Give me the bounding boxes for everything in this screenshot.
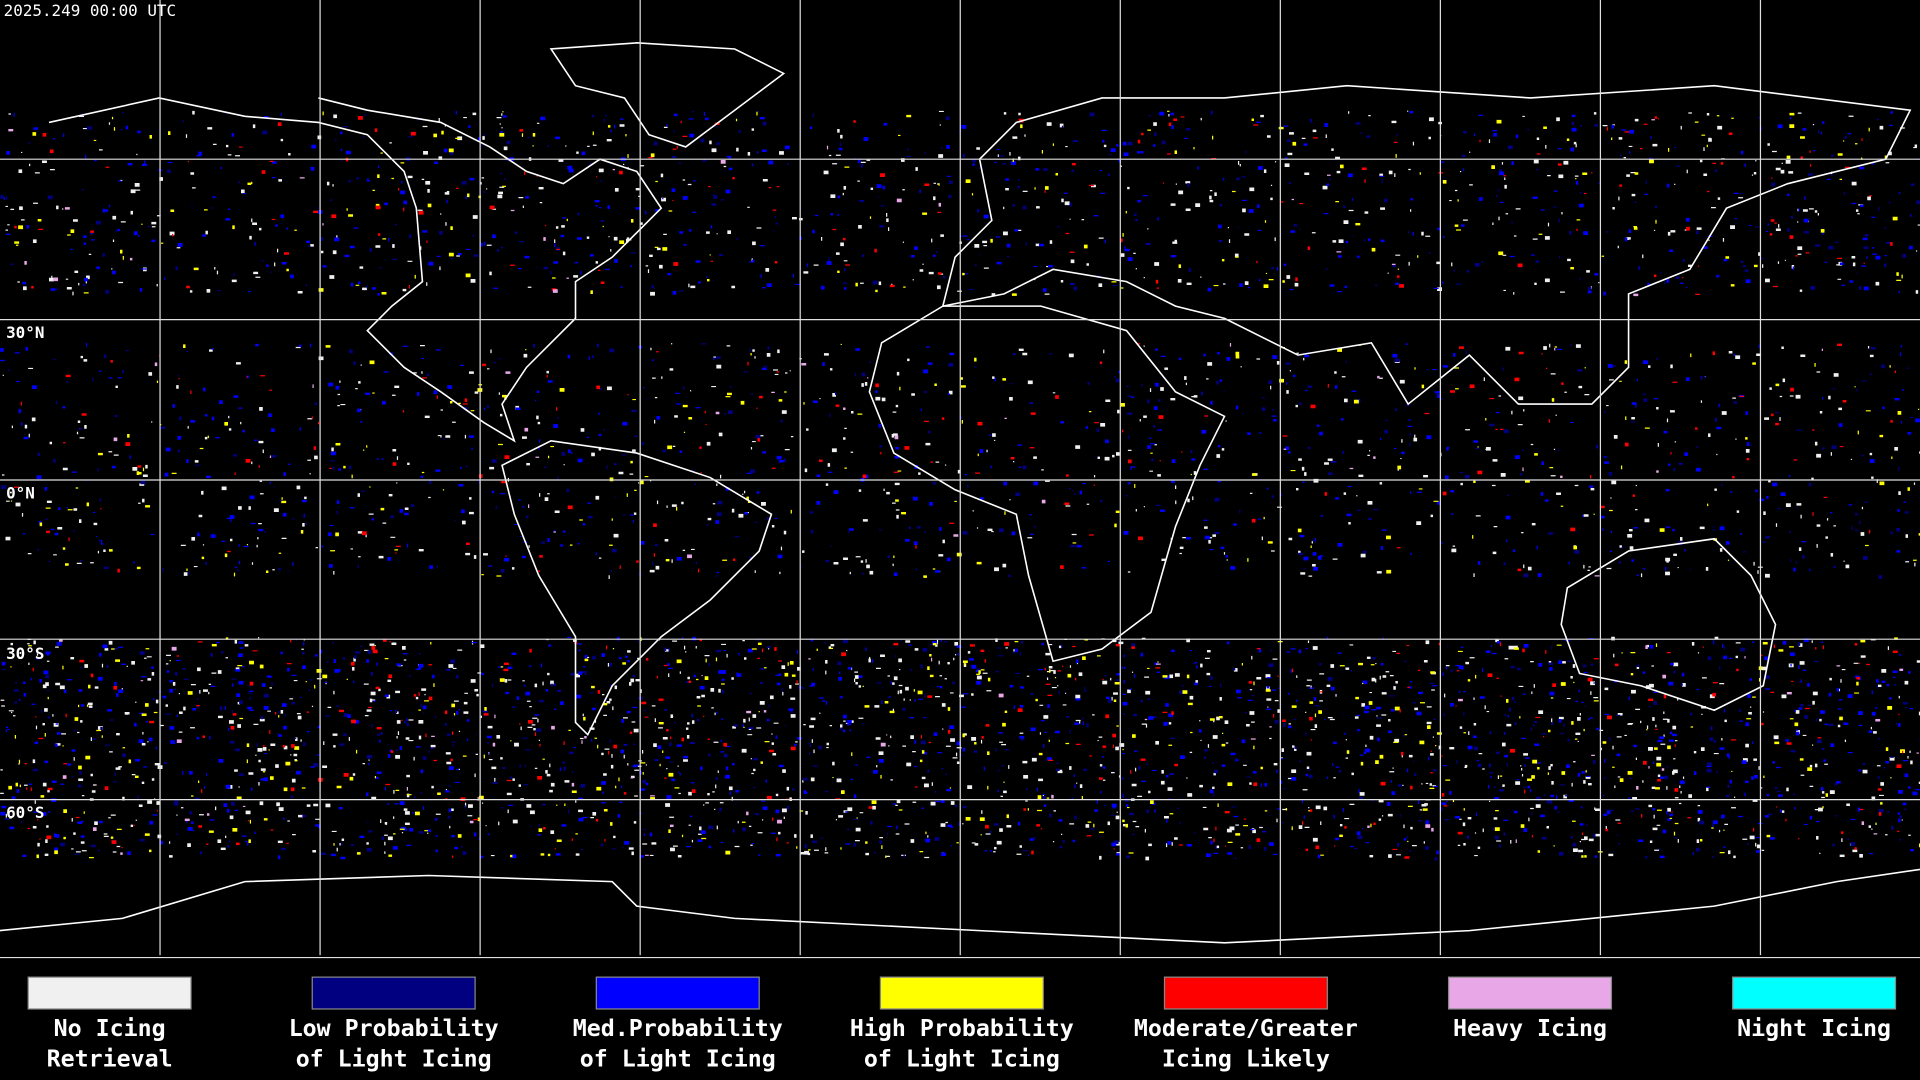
legend-label: Heavy Icing: [1453, 1015, 1607, 1042]
coast-africa: [868, 305, 1226, 663]
latitude-label: 60°S: [6, 803, 44, 822]
coast-antarctica: [0, 868, 1920, 944]
legend: No Icing Retrieval Low Probability of Light…: [27, 976, 1897, 1073]
legend-swatch: [879, 976, 1044, 1010]
legend-swatch: [311, 976, 476, 1010]
coast-australia: [1560, 537, 1777, 712]
legend-label: Retrieval: [47, 1046, 173, 1073]
legend-label: Night Icing: [1737, 1015, 1891, 1042]
legend-label: Icing Likely: [1162, 1046, 1330, 1073]
coast-greenland: [549, 42, 786, 148]
legend-swatch: [1732, 976, 1897, 1010]
timestamp: 2025.249 00:00 UTC: [4, 1, 176, 20]
legend-swatch: [1447, 976, 1613, 1010]
coastlines: [0, 42, 1920, 944]
legend-label: of Light Icing: [864, 1046, 1060, 1073]
legend-label: of Light Icing: [296, 1046, 492, 1073]
legend-swatch: [595, 976, 760, 1010]
legend-label: Moderate/Greater: [1134, 1015, 1358, 1042]
legend-label: of Light Icing: [580, 1046, 776, 1073]
latitude-labels: 30°N 0°N 30°S 60°S: [6, 323, 44, 822]
legend-swatch: [1163, 976, 1328, 1010]
legend-label: Med.Probability: [573, 1015, 783, 1042]
graticule: [0, 0, 1920, 959]
legend-label: High Probability: [850, 1015, 1074, 1042]
legend-label: No Icing: [54, 1015, 166, 1042]
coast-eurasia: [941, 84, 1912, 406]
latitude-label: 0°N: [6, 483, 35, 502]
legend-label: Low Probability: [289, 1015, 499, 1042]
legend-swatch: [27, 976, 192, 1010]
latitude-label: 30°N: [6, 323, 44, 342]
latitude-label: 30°S: [6, 644, 44, 663]
coast-south-america: [501, 439, 773, 737]
